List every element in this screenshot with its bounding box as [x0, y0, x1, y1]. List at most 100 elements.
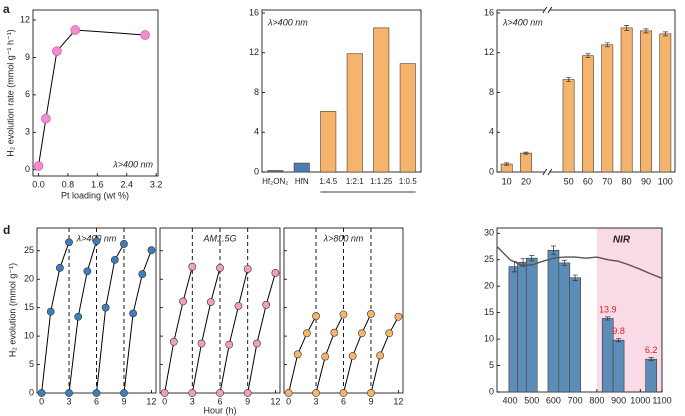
error-bar [662, 31, 668, 37]
data-point [70, 25, 81, 35]
data-point [92, 389, 101, 397]
data-point [284, 389, 293, 397]
bar [569, 277, 581, 393]
data-point [376, 351, 385, 360]
panel-letter: d [3, 223, 10, 237]
data-point [330, 328, 339, 337]
x-tick-label: 900 [611, 395, 626, 405]
axis-break-mark [542, 6, 548, 14]
data-point [234, 302, 243, 310]
x-tick-label: 0 [286, 396, 291, 406]
x-tick-label: 1000 [630, 395, 650, 405]
y-tick-label: 6 [25, 89, 30, 99]
error-bar [566, 77, 572, 82]
y-tick-label: 9 [25, 52, 30, 62]
y-tick-label: 20 [484, 281, 494, 291]
y-axis-label: H₂ evolution (mmol g⁻¹) [7, 263, 17, 357]
data-point [33, 161, 44, 171]
x-tick-label: 50 [564, 176, 574, 186]
y-tick-label: 15 [484, 307, 494, 317]
y-tick-label: 5 [489, 360, 494, 370]
data-point [74, 312, 83, 321]
x-tick-label: Hf₂ON₂ [262, 177, 288, 186]
error-bar [504, 162, 510, 166]
x-tick-label: 500 [524, 395, 539, 405]
y-tick-label: 4 [254, 127, 259, 137]
plot-frame [261, 9, 422, 173]
data-point [65, 238, 73, 247]
data-point [110, 255, 119, 264]
x-tick-label: 70 [602, 176, 612, 186]
axis-break-gap [544, 170, 551, 174]
data-point [46, 307, 55, 316]
data-point [348, 352, 357, 360]
data-point [394, 312, 403, 321]
x-tick-label: 6 [94, 396, 99, 406]
x-tick-label: 100 [658, 176, 673, 186]
x-tick-label: 0 [39, 396, 44, 406]
x-tick-label: 700 [568, 395, 583, 405]
data-point [120, 389, 128, 397]
x-tick-label: 90 [641, 176, 651, 186]
x-tick-label: 60 [583, 176, 593, 186]
data-point [206, 298, 215, 306]
y-tick-label: 4 [489, 127, 494, 137]
x-tick-label: 1:0.5 [399, 177, 417, 186]
x-tick-label: 6 [217, 396, 222, 406]
axis-break-gap [544, 8, 551, 12]
x-tick-label: 9 [121, 396, 126, 406]
y-tick-label: 10 [484, 333, 494, 343]
error-bar [605, 316, 611, 321]
x-tick-label: 10 [502, 176, 512, 186]
x-tick-label: 0.8 [62, 179, 75, 189]
x-tick-label: HfN [295, 177, 309, 186]
error-bar [585, 53, 591, 59]
data-point [138, 270, 147, 278]
data-point [312, 389, 320, 397]
data-point [339, 310, 348, 319]
y-tick-label: 12 [20, 14, 30, 24]
axis-break-mark [547, 6, 553, 14]
x-axis-label: Pt loading (wt %) [61, 190, 129, 200]
y-tick-label: 0 [25, 164, 30, 174]
y-tick-label: 0 [489, 166, 494, 176]
y-axis-label: H₂ evolution rate (mmol g⁻¹ h⁻¹) [5, 29, 15, 157]
bar [520, 152, 532, 173]
x-tick-label: 12 [270, 396, 280, 406]
x-tick-label: 1:2:1 [346, 177, 364, 186]
data-point [357, 329, 366, 338]
x-tick-label: 600 [546, 395, 561, 405]
data-point [160, 389, 169, 397]
x-tick-label: 3.2 [150, 179, 163, 189]
bar [320, 111, 337, 173]
bar [399, 63, 416, 173]
data-point [197, 339, 206, 348]
data-point [179, 297, 187, 306]
error-bar [624, 25, 630, 31]
data-point [140, 30, 150, 40]
value-label: 6.2 [645, 345, 658, 355]
data-point [83, 267, 92, 276]
x-tick-label: 0 [162, 396, 167, 406]
data-point [147, 246, 156, 255]
panel-title: λ>800 nm [323, 233, 364, 243]
bar [346, 53, 363, 173]
annotation: λ>400 nm [267, 17, 308, 27]
x-tick-label: 2.4 [120, 179, 133, 189]
data-point [101, 303, 110, 312]
value-label: 9.8 [612, 326, 625, 336]
y-tick-label: 16 [484, 7, 494, 17]
x-tick-label: 400 [503, 395, 518, 405]
bar [558, 262, 571, 393]
data-point [52, 46, 62, 56]
axis-break-mark [547, 168, 553, 176]
y-tick-label: 0 [254, 166, 259, 176]
x-tick-label: 3 [67, 396, 72, 406]
x-tick-label: 1:1.25 [370, 177, 393, 186]
error-bar [572, 274, 578, 281]
y-tick-label: 8 [489, 87, 494, 97]
data-point [129, 309, 138, 318]
data-point [293, 350, 302, 359]
data-point [253, 339, 261, 348]
bar [601, 44, 614, 173]
